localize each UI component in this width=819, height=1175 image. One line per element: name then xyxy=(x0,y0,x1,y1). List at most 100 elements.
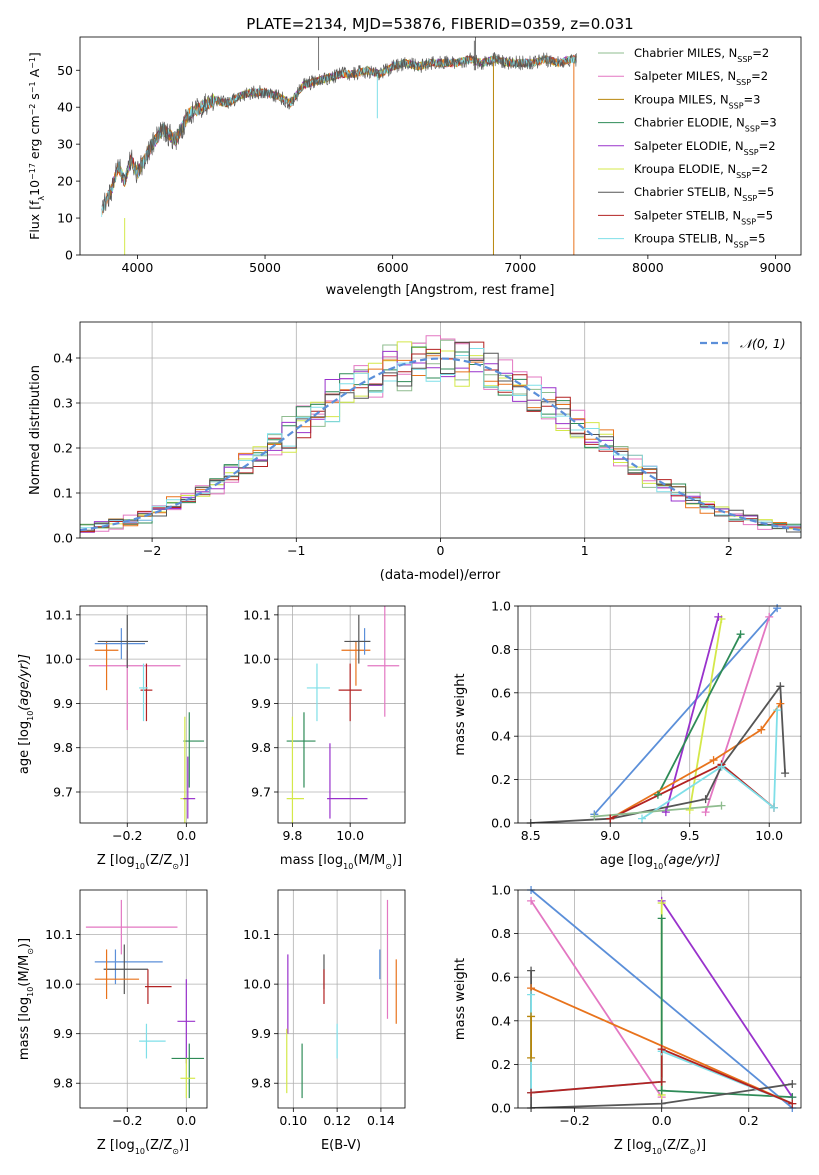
y-axis-label-part: age [log xyxy=(17,721,32,774)
y-axis-label-part: mass [log xyxy=(17,997,32,1060)
y-tick-label: 9.9 xyxy=(251,1026,271,1041)
x-axis-label-part: Z [log xyxy=(97,1138,135,1153)
weight-marker xyxy=(788,1080,797,1089)
weight-marker xyxy=(788,1099,797,1108)
y-tick-label: 0.6 xyxy=(491,685,511,700)
weight_vs_age-axes: 8.5 9.0 9.5 10.0 0.0 0.2 0.4 0.6 0.8 1.0 xyxy=(491,599,802,843)
weight-line xyxy=(688,618,723,811)
y-axis-label-part: Flux [f xyxy=(27,200,42,240)
legend-entry-part: SSP xyxy=(734,240,749,249)
x-axis-label: age [log10(age/yr)] xyxy=(600,853,720,871)
weight-marker xyxy=(717,801,726,810)
x-tick-label: −0.2 xyxy=(112,828,142,843)
legend-entry: Salpeter STELIB, NSSP=5 xyxy=(634,208,773,226)
x-tick-label: 1 xyxy=(581,543,589,558)
weight-marker xyxy=(773,706,782,715)
weight-marker xyxy=(736,630,745,639)
y-axis-label-part: s xyxy=(27,93,42,104)
x-tick-label: 9.5 xyxy=(680,828,700,843)
legend-entry-part: SSP xyxy=(741,217,756,226)
y-tick-label: 9.8 xyxy=(251,1076,271,1091)
weight-line xyxy=(641,710,779,820)
weight-marker xyxy=(657,1086,666,1095)
x-tick-label: 9.8 xyxy=(282,828,302,843)
weight-line xyxy=(531,1047,793,1105)
weight_vs_age-plot-area xyxy=(530,607,786,823)
x-axis-label-part: Z [log xyxy=(97,853,135,868)
legend-entry-part: =2 xyxy=(752,46,769,60)
weight-marker xyxy=(776,699,785,708)
y-tick-label: 10.1 xyxy=(45,927,73,942)
x-tick-label: 0.0 xyxy=(652,1113,672,1128)
y-axis-label-part: 10 xyxy=(26,987,35,997)
legend-entry: Chabrier STELIB, NSSP=5 xyxy=(634,185,774,203)
legend-entry-part: SSP xyxy=(736,78,751,87)
weight-marker xyxy=(701,795,710,804)
weight_vs_Z-axes: −0.2 0.0 0.2 0.0 0.2 0.4 0.6 0.8 1.0 xyxy=(491,883,802,1128)
axes-frame xyxy=(79,36,802,256)
x-axis-label-part: (Z/Z xyxy=(145,853,172,868)
legend-entry-part: SSP xyxy=(742,194,757,203)
weight-line xyxy=(660,900,794,1098)
axes-frame xyxy=(517,605,802,824)
x-tick-label: 7000 xyxy=(504,260,536,275)
y-axis-label: age [log10(age/yr)] xyxy=(17,654,35,774)
weight-marker xyxy=(527,1088,536,1097)
legend-entry-part: =5 xyxy=(749,232,766,246)
y-axis-label: Normed distribution xyxy=(28,365,43,495)
weight-marker xyxy=(657,1099,666,1108)
y-tick-label: 10.1 xyxy=(243,927,271,942)
y-tick-label: 9.8 xyxy=(53,1076,73,1091)
x-tick-label: 0.0 xyxy=(176,1113,196,1128)
x-tick-label: −0.2 xyxy=(559,1113,589,1128)
age_vs_mass-plot-area xyxy=(286,606,400,823)
y-axis-label: mass weight xyxy=(453,673,468,755)
axes-frame xyxy=(79,605,208,824)
x-tick-label: −2 xyxy=(143,543,161,558)
y-axis-label-part: λ xyxy=(37,196,46,201)
x-axis-label: wavelength [Angstrom, rest frame] xyxy=(326,283,555,298)
weight-line xyxy=(593,607,778,815)
y-axis-label-part: A xyxy=(27,68,42,81)
x-tick-label: 0.2 xyxy=(739,1113,759,1128)
legend-entry-part: =2 xyxy=(751,69,768,83)
x-axis-label-part: mass [log xyxy=(280,853,343,868)
x-axis-label-part: 10 xyxy=(343,862,353,871)
y-tick-label: 30 xyxy=(57,137,73,152)
weight-marker xyxy=(527,1053,536,1062)
weight-marker xyxy=(657,1077,666,1086)
normal-curve xyxy=(80,357,801,532)
y-axis-label-part: −17 xyxy=(28,163,37,180)
legend-entry-part: SSP xyxy=(745,124,760,133)
weight-line xyxy=(657,633,742,796)
legend-entry-part: SSP xyxy=(736,171,751,180)
axes-frame xyxy=(277,605,406,824)
y-tick-label: 10.1 xyxy=(45,607,73,622)
legend-entry: Kroupa STELIB, NSSP=5 xyxy=(634,232,765,250)
weight-marker xyxy=(776,682,785,691)
legend-entry-part: Chabrier MILES, N xyxy=(634,46,737,60)
x-tick-label: 4000 xyxy=(122,260,154,275)
weight-line xyxy=(530,683,786,823)
x-axis-label-part: age [log xyxy=(600,853,653,868)
legend-entry-part: Kroupa MILES, N xyxy=(634,92,729,106)
legend-entry: Chabrier ELODIE, NSSP=3 xyxy=(634,116,777,134)
weight-line xyxy=(704,616,771,813)
x-tick-label: 0.0 xyxy=(176,828,196,843)
x-tick-label: 8000 xyxy=(632,260,664,275)
x-tick-label: −1 xyxy=(287,543,305,558)
y-tick-label: 10.0 xyxy=(243,652,271,667)
legend-entry-part: Salpeter ELODIE, N xyxy=(634,139,744,153)
y-tick-label: 40 xyxy=(57,100,73,115)
y-axis-label-part: 10 xyxy=(27,180,42,196)
y-tick-label: 0.1 xyxy=(53,486,73,501)
weight-marker xyxy=(638,814,647,823)
axes-frame xyxy=(79,321,802,539)
x-axis-label: (data-model)/error xyxy=(380,568,501,583)
x-tick-label: 9.0 xyxy=(600,828,620,843)
x-axis-label: Z [log10(Z/Z⊙)] xyxy=(97,853,189,871)
weight-marker xyxy=(657,914,666,923)
weight-marker xyxy=(606,814,615,823)
weight-marker xyxy=(769,803,778,812)
y-tick-label: 9.9 xyxy=(251,696,271,711)
